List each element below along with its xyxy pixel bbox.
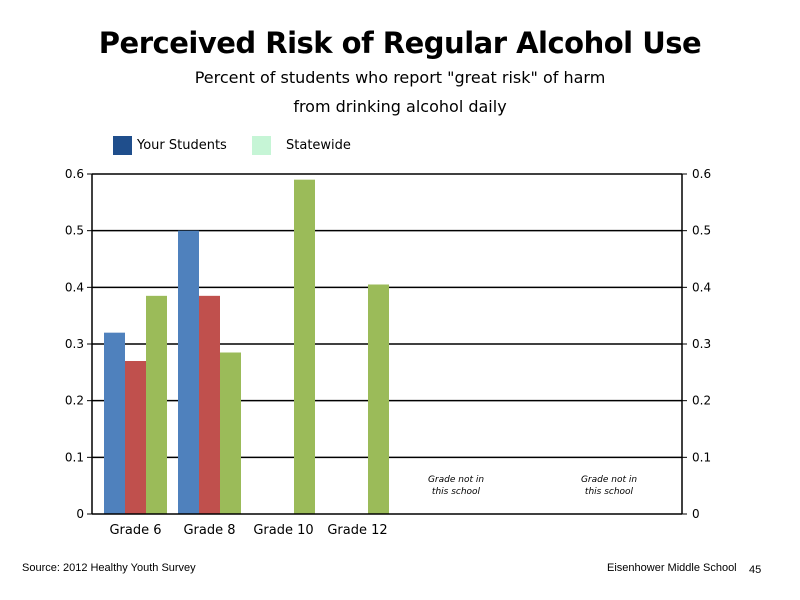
y-tick-label-left: 0.2 <box>65 394 84 408</box>
y-tick-label-right: 0.1 <box>692 450 711 464</box>
x-tick-label: Grade 8 <box>183 523 235 538</box>
bar-series-1 <box>104 332 125 514</box>
bar-series-3 <box>146 295 167 514</box>
chart-subtitle-line-2: from drinking alcohol daily <box>293 97 507 116</box>
chart-subtitle-line-1: Percent of students who report "great ri… <box>194 68 606 87</box>
y-tick-label-left: 0.5 <box>65 224 84 238</box>
y-tick-label-left: 0.3 <box>65 337 84 351</box>
y-tick-label-right: 0.5 <box>692 224 711 238</box>
y-tick-label-left: 0.6 <box>65 167 84 181</box>
legend-label-statewide: Statewide <box>286 138 351 153</box>
bar-series-3 <box>294 179 315 514</box>
y-tick-label-right: 0.2 <box>692 394 711 408</box>
y-tick-label-right: 0.3 <box>692 337 711 351</box>
x-tick-label: Grade 12 <box>327 523 387 538</box>
legend-label-your-students: Your Students <box>137 138 227 153</box>
annotation-line-2: this school <box>432 487 481 497</box>
bar-series-1 <box>178 230 199 514</box>
y-tick-label-right: 0.6 <box>692 167 711 181</box>
bar-series-3 <box>368 284 389 514</box>
source-note: Source: 2012 Healthy Youth Survey <box>22 562 196 574</box>
y-tick-label-left: 0.4 <box>65 280 84 294</box>
bar-series-3 <box>220 352 241 514</box>
x-tick-label: Grade 10 <box>253 523 313 538</box>
y-tick-label-right: 0 <box>692 507 700 521</box>
chart-title: Perceived Risk of Regular Alcohol Use <box>98 26 702 60</box>
y-tick-label-left: 0 <box>76 507 84 521</box>
y-tick-label-left: 0.1 <box>65 450 84 464</box>
legend-item-statewide: Statewide <box>252 136 351 155</box>
legend-swatch-your-students <box>113 136 132 155</box>
school-name: Eisenhower Middle School <box>607 562 737 574</box>
bar-series-2 <box>125 361 146 514</box>
annotation-line-1: Grade not in <box>428 475 484 485</box>
y-tick-label-right: 0.4 <box>692 280 711 294</box>
page-number: 45 <box>749 564 762 576</box>
legend-item-your-students: Your Students <box>113 136 227 155</box>
legend-swatch-statewide <box>252 136 271 155</box>
annotation-line-1: Grade not in <box>581 475 637 485</box>
x-tick-label: Grade 6 <box>109 523 161 538</box>
bar-series-2 <box>199 295 220 514</box>
annotation-line-2: this school <box>585 487 634 497</box>
